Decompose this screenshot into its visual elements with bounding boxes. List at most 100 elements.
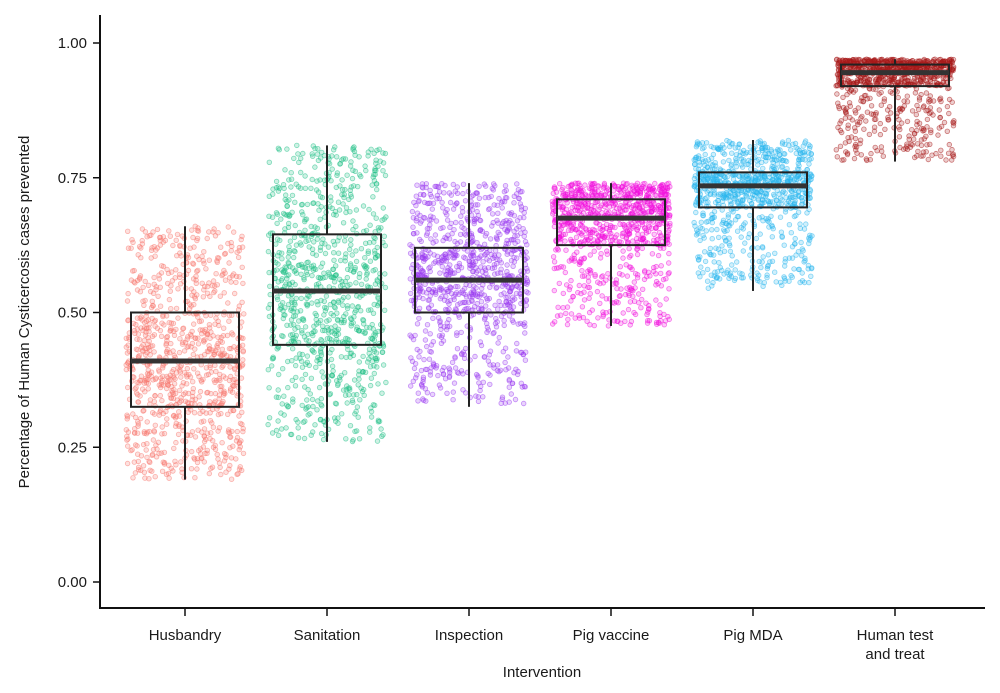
data-point: [782, 278, 788, 284]
data-point: [349, 175, 356, 182]
data-point: [197, 410, 203, 417]
data-point: [168, 283, 174, 289]
data-point: [764, 218, 771, 224]
data-point: [136, 243, 143, 250]
data-point: [236, 466, 243, 472]
data-point: [142, 278, 148, 285]
data-point: [212, 362, 218, 369]
data-point: [703, 199, 709, 206]
data-point: [312, 164, 318, 170]
data-point: [522, 323, 528, 329]
data-point: [302, 384, 308, 390]
data-point: [236, 247, 242, 254]
data-point: [423, 366, 429, 373]
data-point: [422, 253, 428, 259]
data-point: [192, 434, 199, 440]
data-point: [806, 279, 812, 286]
data-point: [446, 365, 452, 371]
data-point: [201, 459, 207, 465]
data-point: [355, 382, 361, 388]
data-point: [744, 161, 750, 168]
data-point: [707, 245, 714, 252]
data-point: [336, 207, 343, 213]
data-point: [782, 256, 789, 262]
data-point: [220, 333, 226, 339]
data-point: [236, 413, 242, 419]
data-point: [597, 255, 604, 261]
data-point: [158, 333, 165, 339]
data-point: [709, 227, 715, 233]
data-point: [201, 426, 208, 432]
data-point: [124, 437, 130, 443]
data-point: [626, 245, 632, 252]
data-point: [938, 153, 944, 159]
data-point: [444, 324, 451, 330]
data-point: [266, 159, 272, 165]
data-point: [150, 229, 156, 235]
data-point: [712, 199, 719, 206]
data-point: [503, 294, 509, 301]
data-point: [408, 290, 414, 297]
data-point: [842, 115, 849, 121]
data-point: [212, 390, 219, 397]
data-point: [288, 317, 295, 323]
data-point: [698, 264, 704, 270]
data-point: [163, 342, 169, 348]
data-point: [834, 154, 840, 160]
data-point: [515, 371, 521, 378]
data-point: [631, 298, 638, 304]
data-point: [213, 271, 219, 277]
data-point: [208, 430, 214, 436]
data-point: [183, 372, 190, 378]
data-point: [482, 315, 488, 321]
data-point: [782, 141, 788, 148]
data-point: [266, 232, 272, 238]
data-point: [335, 420, 341, 426]
data-point: [310, 329, 317, 335]
data-point: [774, 172, 781, 179]
data-point: [473, 202, 479, 208]
data-point: [370, 211, 377, 217]
data-point: [221, 388, 227, 394]
data-point: [138, 453, 145, 459]
data-point: [511, 200, 517, 206]
data-point: [761, 280, 767, 286]
data-point: [655, 236, 661, 242]
data-point: [333, 401, 340, 407]
data-point: [319, 194, 326, 201]
data-point: [303, 216, 310, 222]
data-point: [201, 438, 208, 445]
data-point: [439, 199, 445, 206]
data-point: [790, 194, 796, 200]
data-point: [799, 149, 806, 156]
data-point: [503, 217, 509, 224]
data-point: [292, 301, 298, 308]
data-point: [360, 369, 366, 375]
data-point: [413, 193, 419, 199]
data-point: [305, 237, 312, 243]
data-point: [128, 245, 134, 251]
data-point: [597, 300, 603, 307]
data-point: [505, 354, 511, 360]
data-point: [321, 270, 327, 276]
data-point: [318, 416, 324, 423]
data-point: [721, 271, 727, 277]
data-point: [574, 249, 580, 255]
data-point: [195, 225, 201, 231]
data-point: [660, 182, 667, 188]
data-point: [299, 402, 305, 409]
data-point: [179, 341, 186, 347]
data-point: [624, 180, 630, 187]
data-point: [274, 211, 281, 217]
data-point: [431, 252, 437, 258]
data-point: [214, 344, 220, 351]
data-point: [332, 144, 338, 150]
data-point: [579, 223, 586, 230]
data-point: [216, 376, 222, 382]
data-point: [728, 220, 735, 226]
data-point: [611, 182, 617, 189]
data-point: [709, 211, 715, 218]
data-point: [199, 455, 205, 461]
data-point: [318, 204, 324, 210]
data-point: [350, 226, 356, 233]
